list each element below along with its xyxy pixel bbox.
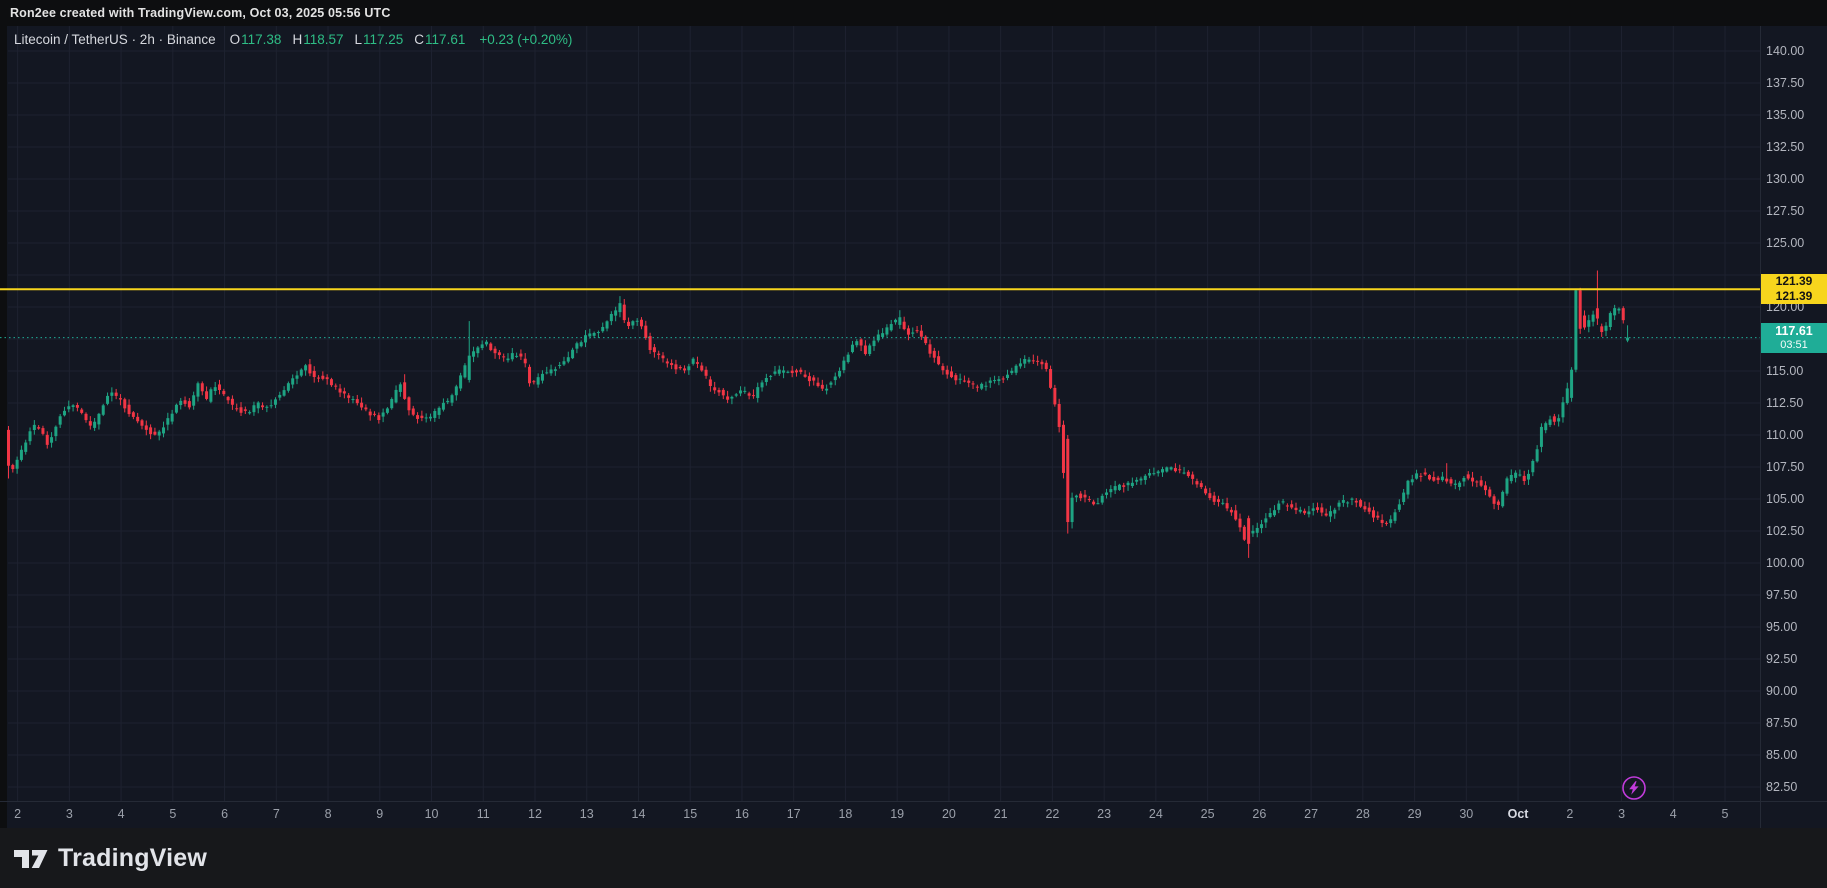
svg-text:3: 3 <box>66 807 73 821</box>
svg-text:7: 7 <box>273 807 280 821</box>
svg-text:11: 11 <box>477 807 490 821</box>
svg-text:5: 5 <box>169 807 176 821</box>
svg-text:8: 8 <box>325 807 332 821</box>
svg-text:3: 3 <box>1618 807 1625 821</box>
svg-text:16: 16 <box>735 807 749 821</box>
ohlc-pair: O 117.38 <box>229 32 282 47</box>
svg-text:17: 17 <box>787 807 801 821</box>
attribution-text: Ron2ee created with TradingView.com, Oct… <box>10 6 391 20</box>
svg-text:14: 14 <box>632 807 646 821</box>
svg-text:2: 2 <box>1566 807 1573 821</box>
last-price-value: 117.61 <box>1775 324 1813 339</box>
svg-text:135.00: 135.00 <box>1766 108 1804 122</box>
ohlc-values: O 117.38 H 118.57 L 117.25 C 117.61 <box>230 32 466 47</box>
ohlc-pair: C 117.61 <box>414 32 466 47</box>
svg-text:130.00: 130.00 <box>1766 172 1804 186</box>
svg-text:4: 4 <box>118 807 125 821</box>
svg-text:26: 26 <box>1252 807 1266 821</box>
svg-text:18: 18 <box>838 807 852 821</box>
svg-text:137.50: 137.50 <box>1766 76 1804 90</box>
price-change: +0.23 (+0.20%) <box>479 32 573 47</box>
svg-text:25: 25 <box>1201 807 1215 821</box>
price-line-label-top: 121.39 <box>1761 274 1827 290</box>
svg-text:20: 20 <box>942 807 956 821</box>
svg-text:97.50: 97.50 <box>1766 588 1797 602</box>
ohlc-pair: L 117.25 <box>354 32 404 47</box>
bottom-bar: TradingView <box>0 828 1827 888</box>
svg-text:24: 24 <box>1149 807 1163 821</box>
tradingview-logo-mark <box>14 850 48 868</box>
svg-text:13: 13 <box>580 807 594 821</box>
price-line-label[interactable]: 121.39 121.39 <box>1761 274 1827 305</box>
svg-text:28: 28 <box>1356 807 1370 821</box>
svg-text:132.50: 132.50 <box>1766 140 1804 154</box>
last-price-label[interactable]: 117.61 03:51 <box>1761 322 1827 353</box>
svg-text:82.50: 82.50 <box>1766 780 1797 794</box>
svg-text:15: 15 <box>683 807 697 821</box>
svg-text:27: 27 <box>1304 807 1318 821</box>
svg-text:Oct: Oct <box>1508 807 1530 821</box>
price-line-label-bottom: 121.39 <box>1761 289 1827 305</box>
svg-text:110.00: 110.00 <box>1766 428 1803 442</box>
svg-text:85.00: 85.00 <box>1766 748 1797 762</box>
symbol-title[interactable]: Litecoin / TetherUS · 2h · Binance <box>14 32 216 47</box>
svg-text:6: 6 <box>221 807 228 821</box>
svg-text:90.00: 90.00 <box>1766 684 1797 698</box>
svg-text:12: 12 <box>528 807 542 821</box>
svg-text:125.00: 125.00 <box>1766 236 1804 250</box>
bar-close-countdown: 03:51 <box>1780 339 1808 352</box>
svg-text:127.50: 127.50 <box>1766 204 1804 218</box>
svg-text:19: 19 <box>890 807 904 821</box>
svg-text:29: 29 <box>1408 807 1422 821</box>
svg-text:87.50: 87.50 <box>1766 716 1797 730</box>
svg-text:95.00: 95.00 <box>1766 620 1797 634</box>
svg-text:10: 10 <box>425 807 439 821</box>
svg-text:112.50: 112.50 <box>1766 396 1803 410</box>
svg-text:92.50: 92.50 <box>1766 652 1797 666</box>
svg-text:5: 5 <box>1722 807 1729 821</box>
attribution-bar: Ron2ee created with TradingView.com, Oct… <box>0 0 1827 26</box>
tradingview-logo[interactable]: TradingView <box>13 844 207 873</box>
svg-text:115.00: 115.00 <box>1766 364 1803 378</box>
svg-text:107.50: 107.50 <box>1766 460 1804 474</box>
ohlc-pair: H 118.57 <box>292 32 344 47</box>
symbol-legend: Litecoin / TetherUS · 2h · Binance O 117.… <box>14 32 572 47</box>
svg-text:2: 2 <box>14 807 21 821</box>
svg-text:23: 23 <box>1097 807 1111 821</box>
svg-text:22: 22 <box>1045 807 1059 821</box>
svg-text:105.00: 105.00 <box>1766 492 1804 506</box>
svg-text:9: 9 <box>376 807 383 821</box>
svg-text:21: 21 <box>994 807 1008 821</box>
svg-text:30: 30 <box>1459 807 1473 821</box>
svg-text:100.00: 100.00 <box>1766 556 1804 570</box>
tradingview-logo-text: TradingView <box>58 843 208 872</box>
svg-text:4: 4 <box>1670 807 1677 821</box>
svg-text:140.00: 140.00 <box>1766 44 1804 58</box>
svg-text:102.50: 102.50 <box>1766 524 1804 538</box>
lightning-event-icon[interactable] <box>1621 775 1647 801</box>
